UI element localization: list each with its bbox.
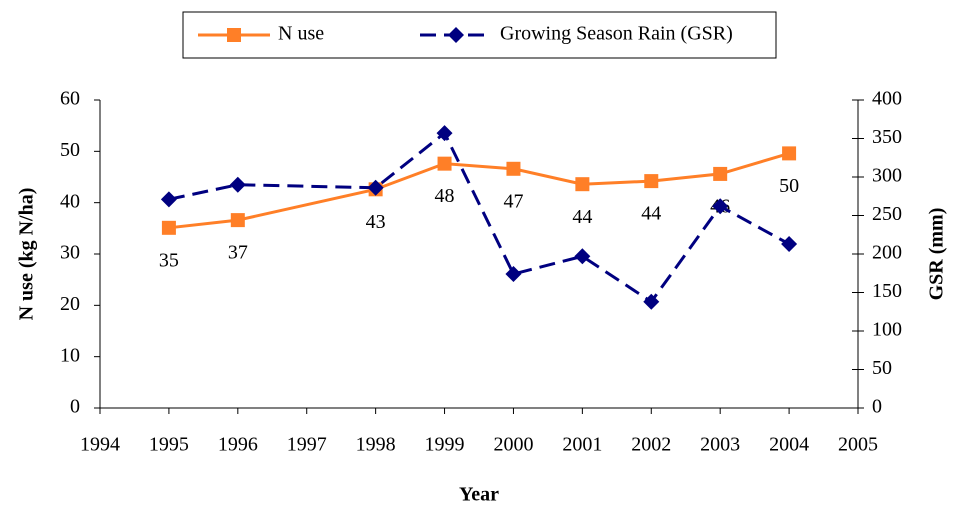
x-tick-label: 1994 xyxy=(80,434,120,456)
marker xyxy=(227,28,241,42)
y2-tick-label: 50 xyxy=(872,357,892,379)
y-tick-label: 60 xyxy=(60,88,80,110)
y2-tick-label: 150 xyxy=(872,280,902,302)
data-label: 43 xyxy=(366,211,386,233)
y2-tick-label: 300 xyxy=(872,165,902,187)
data-label: 44 xyxy=(572,206,592,228)
marker xyxy=(782,146,797,161)
y-tick-label: 40 xyxy=(60,190,80,212)
x-tick-label: 2001 xyxy=(562,434,602,456)
marker xyxy=(506,161,521,176)
marker xyxy=(160,191,177,208)
x-tick-label: 1999 xyxy=(425,434,465,456)
marker xyxy=(436,125,453,142)
data-label: 37 xyxy=(228,242,248,264)
y2-tick-label: 0 xyxy=(872,396,882,418)
y-tick-label: 20 xyxy=(60,293,80,315)
x-tick-label: 2002 xyxy=(631,434,671,456)
y-tick-label: 50 xyxy=(60,139,80,161)
legend-label: Growing Season Rain (GSR) xyxy=(500,23,733,45)
y2-tick-label: 350 xyxy=(872,126,902,148)
legend-label: N use xyxy=(278,23,324,45)
y-axis-title: N use (kg N/ha) xyxy=(16,188,38,321)
data-label: 44 xyxy=(641,203,661,225)
marker xyxy=(437,156,452,171)
x-tick-label: 1997 xyxy=(287,434,327,456)
marker xyxy=(713,166,728,181)
x-tick-label: 2005 xyxy=(838,434,878,456)
y-tick-label: 10 xyxy=(60,344,80,366)
y2-tick-label: 400 xyxy=(872,88,902,110)
marker xyxy=(230,213,245,228)
y2-tick-label: 100 xyxy=(872,319,902,341)
y-tick-label: 30 xyxy=(60,242,80,264)
marker xyxy=(712,198,729,215)
marker xyxy=(448,27,464,43)
marker xyxy=(781,235,798,252)
x-tick-label: 1998 xyxy=(356,434,396,456)
y-tick-label: 0 xyxy=(70,396,80,418)
series-line xyxy=(168,151,790,230)
marker xyxy=(161,220,176,235)
series-line xyxy=(168,130,790,304)
data-label: 35 xyxy=(159,249,179,271)
x-tick-label: 2003 xyxy=(700,434,740,456)
marker xyxy=(505,266,522,283)
marker xyxy=(575,177,590,192)
marker xyxy=(644,174,659,189)
marker xyxy=(367,179,384,196)
x-tick-label: 2000 xyxy=(493,434,533,456)
y2-axis-title: GSR (mm) xyxy=(926,208,948,301)
y2-tick-label: 250 xyxy=(872,203,902,225)
data-label: 48 xyxy=(435,185,455,207)
x-axis-title: Year xyxy=(459,484,499,506)
x-tick-label: 2004 xyxy=(769,434,809,456)
data-label: 47 xyxy=(503,190,523,212)
data-label: 50 xyxy=(779,175,799,197)
marker xyxy=(643,293,660,310)
marker xyxy=(229,176,246,193)
marker xyxy=(574,248,591,265)
x-tick-label: 1995 xyxy=(149,434,189,456)
x-tick-label: 1996 xyxy=(218,434,258,456)
y2-tick-label: 200 xyxy=(872,242,902,264)
